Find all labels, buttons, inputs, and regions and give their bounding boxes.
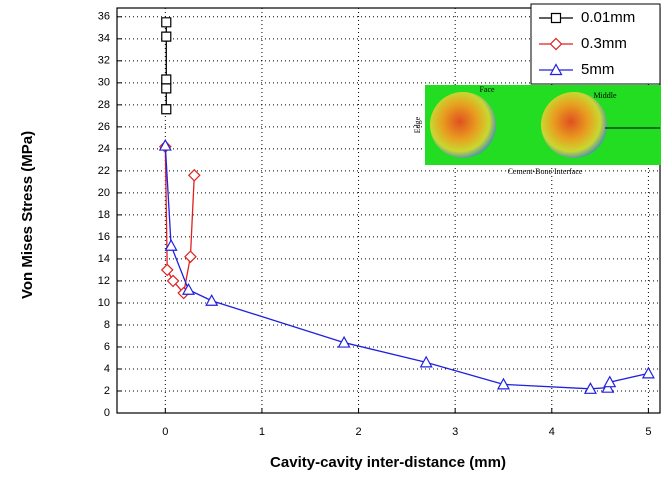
y-tick-label: 4 [104,363,110,375]
legend-label: 0.3mm [581,35,627,52]
y-tick-label: 22 [98,165,110,177]
x-tick-label: 1 [259,426,265,438]
data-point [641,366,655,379]
y-tick-label: 26 [98,121,110,133]
y-tick-label: 32 [98,55,110,67]
data-point [161,74,172,85]
y-tick-label: 30 [98,77,110,89]
legend-marker [549,63,563,76]
data-point [161,104,172,115]
y-tick-label: 0 [104,407,110,419]
data-point [158,138,172,151]
y-tick-label: 2 [104,385,110,397]
y-tick-label: 34 [98,33,110,45]
x-tick-label: 3 [452,426,458,438]
y-tick-label: 20 [98,187,110,199]
inset-label: Cement-Bone Interface [508,167,583,176]
sphere [541,92,607,158]
data-point [161,31,172,42]
y-tick-label: 10 [98,297,110,309]
data-point [181,282,196,295]
y-tick-label: 6 [104,341,110,353]
data-point [583,382,597,394]
inset-label: Face [479,85,495,94]
x-tick-label: 0 [162,426,168,438]
x-axis-label: Cavity-cavity inter-distance (mm) [270,454,506,471]
data-point [184,250,197,264]
y-tick-label: 8 [104,319,110,331]
legend-label: 5mm [581,61,614,78]
data-point [166,274,180,288]
inset-image: Face Middle Edge Cement-Bone Interface [413,85,661,176]
data-point [187,168,201,182]
y-tick-label: 16 [98,231,110,243]
y-tick-label: 18 [98,209,110,221]
y-tick-label: 14 [98,253,110,265]
x-tick-label: 2 [355,426,361,438]
series-line [164,145,649,390]
data-point [160,263,174,277]
legend-label: 0.01mm [581,9,635,26]
y-tick-label: 36 [98,11,110,23]
x-tick-label: 5 [645,426,651,438]
data-point [164,238,178,251]
x-tick-label: 4 [549,426,555,438]
sphere [430,92,496,158]
y-tick-label: 12 [98,275,110,287]
legend-marker [550,12,562,24]
data-point [496,377,510,390]
plot-frame [116,7,661,414]
y-axis-label: Von Mises Stress (MPa) [19,131,36,299]
legend-marker [549,37,563,51]
data-point [603,375,617,388]
data-point [205,293,219,306]
data-point [161,17,172,28]
y-tick-label: 24 [98,143,110,155]
inset-label: Middle [593,91,617,100]
data-point [337,335,351,348]
inset-label: Edge [413,116,422,133]
data-point [161,83,172,94]
y-tick-label: 28 [98,99,110,111]
data-point [419,355,433,368]
